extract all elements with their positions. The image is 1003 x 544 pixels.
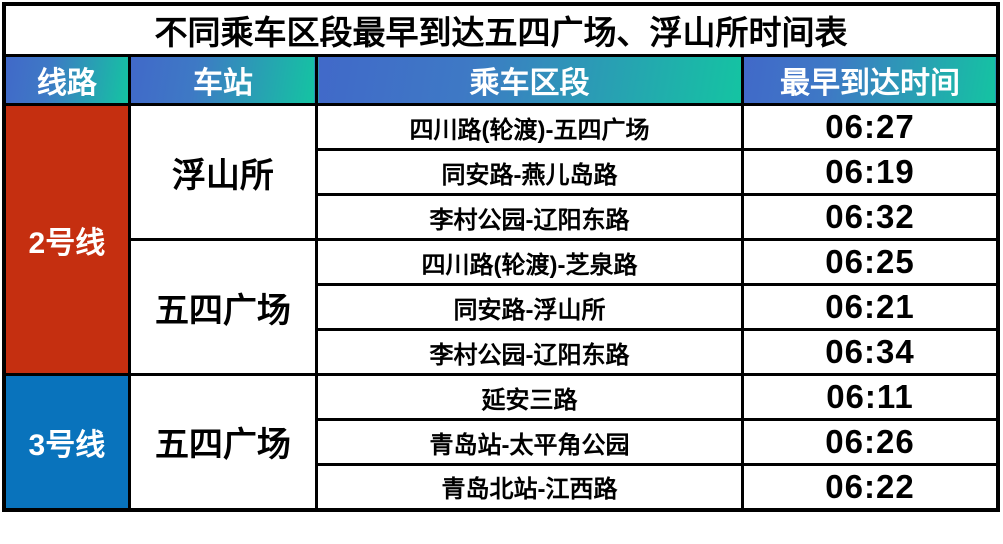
time-cell: 06:27 bbox=[740, 103, 1000, 151]
table-row: 五四广场 四川路(轮渡)-芝泉路 06:25 bbox=[4, 238, 1000, 376]
segment-cell: 青岛站-太平角公园 bbox=[315, 418, 744, 466]
segment-cell: 同安路-浮山所 bbox=[315, 283, 744, 331]
column-header-segment: 乘车区段 bbox=[315, 54, 744, 106]
segment-cell: 同安路-燕儿岛路 bbox=[315, 148, 744, 196]
segment-cell: 延安三路 bbox=[315, 373, 744, 421]
table-row: 同安路-燕儿岛路 06:19 bbox=[4, 148, 1000, 196]
title-row: 不同乘车区段最早到达五四广场、浮山所时间表 bbox=[2, 2, 1000, 57]
table-row: 2号线 浮山所 四川路(轮渡)-五四广场 06:27 bbox=[2, 103, 1000, 376]
time-cell: 06:21 bbox=[740, 283, 1000, 331]
time-cell: 06:22 bbox=[740, 463, 1000, 511]
segment-cell: 四川路(轮渡)-芝泉路 bbox=[315, 238, 744, 286]
time-cell: 06:32 bbox=[740, 193, 1000, 241]
table-row: 同安路-浮山所 06:21 bbox=[4, 283, 1000, 331]
station-cell-wusi-square-line3: 五四广场 bbox=[127, 373, 319, 511]
table-row: 李村公园-辽阳东路 06:32 bbox=[4, 193, 1000, 241]
time-cell: 06:19 bbox=[740, 148, 1000, 196]
table-row: 3号线 五四广场 延安三路 06:11 bbox=[2, 373, 1000, 511]
arrival-timetable: 不同乘车区段最早到达五四广场、浮山所时间表 线路 车站 乘车区段 最早到达时间 … bbox=[2, 2, 1000, 512]
column-header-line: 线路 bbox=[2, 54, 131, 106]
segment-cell: 李村公园-辽阳东路 bbox=[315, 193, 744, 241]
table-row: 青岛站-太平角公园 06:26 bbox=[4, 418, 1000, 466]
line-cell-line3: 3号线 bbox=[2, 373, 131, 511]
segment-cell: 李村公园-辽阳东路 bbox=[315, 328, 744, 376]
segment-cell: 青岛北站-江西路 bbox=[315, 463, 744, 511]
column-header-time: 最早到达时间 bbox=[740, 54, 1000, 106]
line-cell-line2: 2号线 bbox=[2, 103, 131, 376]
time-cell: 06:11 bbox=[740, 373, 1000, 421]
time-cell: 06:26 bbox=[740, 418, 1000, 466]
time-cell: 06:25 bbox=[740, 238, 1000, 286]
time-cell: 06:34 bbox=[740, 328, 1000, 376]
table-row: 李村公园-辽阳东路 06:34 bbox=[4, 328, 1000, 376]
station-cell-wusi-square-line2: 五四广场 bbox=[127, 238, 319, 376]
table-row: 青岛北站-江西路 06:22 bbox=[4, 463, 1000, 511]
segment-cell: 四川路(轮渡)-五四广场 bbox=[315, 103, 744, 151]
column-header-station: 车站 bbox=[127, 54, 319, 106]
station-cell-fushansuo: 浮山所 bbox=[127, 103, 319, 241]
header-row: 线路 车站 乘车区段 最早到达时间 bbox=[2, 54, 1000, 106]
table-title: 不同乘车区段最早到达五四广场、浮山所时间表 bbox=[2, 2, 1000, 57]
